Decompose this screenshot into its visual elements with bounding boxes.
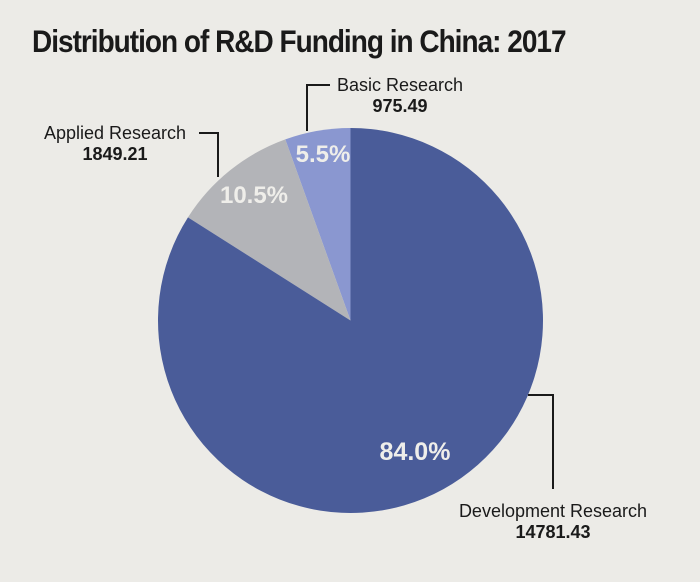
pie-slice-applied-research — [187, 139, 351, 321]
percent-label-basic-research: 5.5% — [296, 141, 351, 168]
pie-slice-basic-research — [285, 128, 351, 321]
slice-label-development-research: Development Research — [458, 501, 648, 521]
pie-slice-development-research — [158, 128, 544, 513]
callout-line-basic-research — [306, 84, 330, 131]
pie-slices-group — [158, 128, 544, 513]
chart-title: Distribution of R&D Funding in China: 20… — [32, 24, 567, 59]
slice-callout-development-research: Development Research 14781.43 — [443, 501, 663, 543]
percent-label-applied-research: 10.5% — [220, 182, 288, 209]
slice-value-development-research: 14781.43 — [515, 522, 591, 542]
slice-value-applied-research: 1849.21 — [82, 144, 148, 164]
slice-callout-applied-research: Applied Research 1849.21 — [5, 123, 225, 165]
callout-line-development-research — [528, 394, 554, 489]
slice-label-basic-research: Basic Research — [336, 75, 464, 95]
slice-callout-basic-research: Basic Research 975.49 — [290, 75, 510, 117]
slice-label-applied-research: Applied Research — [43, 123, 187, 143]
callout-line-applied-research — [199, 132, 219, 177]
slice-value-basic-research: 975.49 — [372, 96, 428, 116]
percent-label-development-research: 84.0% — [380, 438, 451, 466]
